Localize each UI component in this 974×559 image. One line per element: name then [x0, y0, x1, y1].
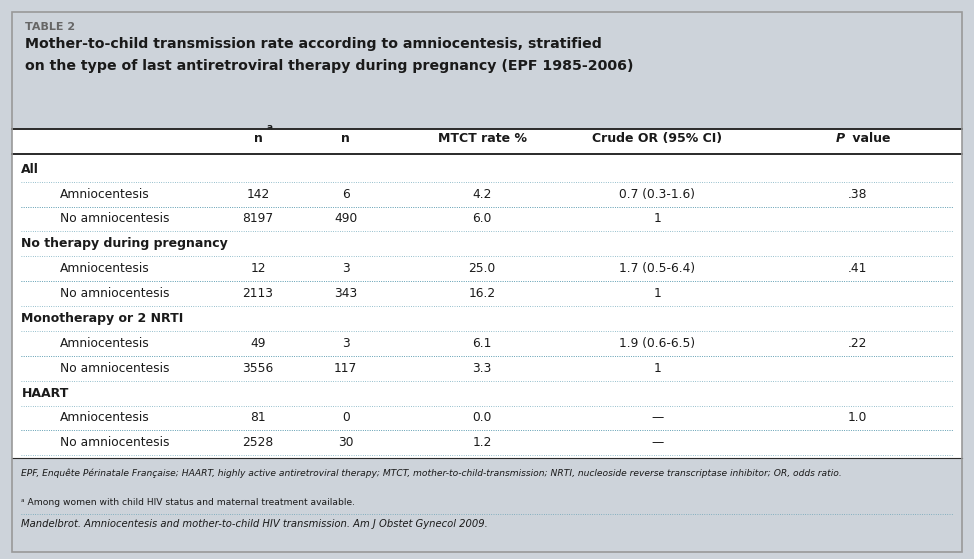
- Text: 81: 81: [250, 411, 266, 424]
- Text: 3556: 3556: [243, 362, 274, 375]
- Text: 12: 12: [250, 262, 266, 275]
- Text: n: n: [341, 132, 351, 145]
- Text: .38: .38: [847, 188, 867, 201]
- Text: a: a: [267, 123, 273, 132]
- Text: —: —: [652, 437, 663, 449]
- Text: ᵃ Among women with child HIV status and maternal treatment available.: ᵃ Among women with child HIV status and …: [21, 498, 356, 506]
- FancyBboxPatch shape: [12, 458, 962, 552]
- Text: No amniocentesis: No amniocentesis: [60, 212, 169, 225]
- Text: 142: 142: [246, 188, 270, 201]
- Text: 0.0: 0.0: [472, 411, 492, 424]
- Text: n: n: [253, 132, 263, 145]
- Text: Mother-to-child transmission rate according to amniocentesis, stratified: Mother-to-child transmission rate accord…: [25, 37, 602, 51]
- Text: .22: .22: [847, 337, 867, 350]
- Text: 30: 30: [338, 437, 354, 449]
- Text: value: value: [848, 132, 891, 145]
- Text: No amniocentesis: No amniocentesis: [60, 437, 169, 449]
- Text: Amniocentesis: Amniocentesis: [60, 411, 150, 424]
- Text: No amniocentesis: No amniocentesis: [60, 287, 169, 300]
- Text: MTCT rate %: MTCT rate %: [437, 132, 527, 145]
- Text: P: P: [836, 132, 844, 145]
- Text: 16.2: 16.2: [468, 287, 496, 300]
- Text: 1.0: 1.0: [847, 411, 867, 424]
- Text: 1: 1: [654, 287, 661, 300]
- Text: TABLE 2: TABLE 2: [25, 22, 75, 32]
- Text: 3: 3: [342, 262, 350, 275]
- Text: 0.7 (0.3-1.6): 0.7 (0.3-1.6): [619, 188, 695, 201]
- Text: Crude OR (95% CI): Crude OR (95% CI): [592, 132, 723, 145]
- FancyBboxPatch shape: [12, 12, 962, 129]
- Text: Monotherapy or 2 NRTI: Monotherapy or 2 NRTI: [21, 312, 184, 325]
- Text: .41: .41: [847, 262, 867, 275]
- Text: 0: 0: [342, 411, 350, 424]
- Text: —: —: [652, 411, 663, 424]
- Text: 1: 1: [654, 212, 661, 225]
- Text: on the type of last antiretroviral therapy during pregnancy (EPF 1985-2006): on the type of last antiretroviral thera…: [25, 59, 634, 73]
- Text: No amniocentesis: No amniocentesis: [60, 362, 169, 375]
- Text: 1: 1: [654, 362, 661, 375]
- Text: 3.3: 3.3: [472, 362, 492, 375]
- Text: 3: 3: [342, 337, 350, 350]
- Text: 1.9 (0.6-6.5): 1.9 (0.6-6.5): [619, 337, 695, 350]
- Text: 6.1: 6.1: [472, 337, 492, 350]
- Text: 4.2: 4.2: [472, 188, 492, 201]
- Text: 6: 6: [342, 188, 350, 201]
- Text: 49: 49: [250, 337, 266, 350]
- Text: Amniocentesis: Amniocentesis: [60, 337, 150, 350]
- Text: 117: 117: [334, 362, 357, 375]
- Text: 25.0: 25.0: [468, 262, 496, 275]
- Text: Amniocentesis: Amniocentesis: [60, 262, 150, 275]
- Text: 343: 343: [334, 287, 357, 300]
- Text: 1.2: 1.2: [472, 437, 492, 449]
- Text: HAART: HAART: [21, 387, 69, 400]
- Text: EPF, Enquête Périnatale Française; HAART, highly active antiretroviral therapy; : EPF, Enquête Périnatale Française; HAART…: [21, 468, 843, 478]
- Text: 2528: 2528: [243, 437, 274, 449]
- FancyBboxPatch shape: [12, 129, 962, 458]
- Text: Mandelbrot. Amniocentesis and mother-to-child HIV transmission. Am J Obstet Gyne: Mandelbrot. Amniocentesis and mother-to-…: [21, 519, 488, 529]
- Text: No therapy during pregnancy: No therapy during pregnancy: [21, 238, 228, 250]
- Text: 1.7 (0.5-6.4): 1.7 (0.5-6.4): [619, 262, 695, 275]
- Text: 490: 490: [334, 212, 357, 225]
- Text: 6.0: 6.0: [472, 212, 492, 225]
- Text: All: All: [21, 163, 39, 176]
- Text: 2113: 2113: [243, 287, 274, 300]
- Text: Amniocentesis: Amniocentesis: [60, 188, 150, 201]
- Text: 8197: 8197: [243, 212, 274, 225]
